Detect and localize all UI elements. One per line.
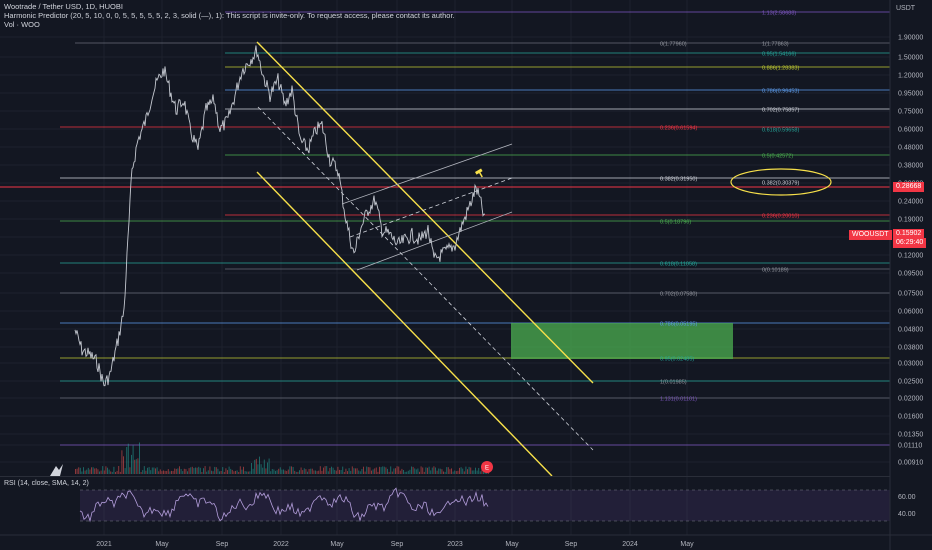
symbol-title[interactable]: Wootrade / Tether USD, 1D, HUOBI: [4, 2, 123, 11]
countdown-badge: 06:29:40: [893, 238, 927, 248]
price-series: [74, 45, 486, 387]
indicator-title[interactable]: Harmonic Predictor (20, 5, 10, 0, 0, 5, …: [4, 11, 455, 20]
fib-right-label: 1.13(2.58688): [762, 11, 796, 17]
rsi-axis-40: 40.00: [898, 511, 916, 518]
time-tick-label: May: [505, 541, 519, 548]
fib-left-label: 0.702(0.07580): [660, 292, 697, 298]
fib-right-label: 0.236(0.20010): [762, 214, 799, 220]
symbol-tag-badge: WOOUSDT: [849, 230, 892, 240]
price-tick-label: 0.03000: [898, 361, 923, 368]
fib-left-label: 0(1.77960): [660, 42, 687, 48]
svg-text:E: E: [485, 466, 489, 472]
volume-title[interactable]: Vol · WOO: [4, 20, 40, 29]
price-tick-label: 0.07500: [898, 291, 923, 298]
volume-bars: [75, 442, 489, 474]
rsi-band: [80, 490, 890, 521]
time-tick-label: 2021: [96, 541, 112, 548]
price-tick-label: 0.01110: [898, 443, 922, 450]
price-tick-label: 1.90000: [898, 35, 923, 42]
fib-right-label: 0.95(1.54166): [762, 52, 796, 58]
hammer-icon: [475, 168, 483, 178]
fib-left-label: 0.95(0.02485): [660, 357, 694, 363]
last-price-badge: 0.15902: [893, 229, 925, 239]
fib-left-label: 0.236(0.61594): [660, 126, 697, 132]
time-tick-label: 2023: [447, 541, 463, 548]
rising-channel[interactable]: [341, 143, 513, 271]
fib-left-label: 1.131(0.01101): [660, 397, 697, 403]
time-axis[interactable]: 2021 May Sep 2022 May Sep 2023 May Sep 2024 May: [96, 541, 694, 548]
time-tick-label: Sep: [391, 541, 404, 548]
descending-channel[interactable]: [256, 41, 594, 477]
fib-right-label: 0.382(0.30379): [762, 181, 799, 187]
fib-right-label: 0.886(1.28383): [762, 66, 799, 72]
fib-retracement-left[interactable]: [60, 42, 890, 446]
target-zone-box[interactable]: [511, 323, 733, 359]
earnings-icon[interactable]: E: [481, 461, 493, 473]
price-tick-label: 1.20000: [898, 73, 923, 80]
price-tick-label: 0.06000: [898, 309, 923, 316]
fib-labels: 0(1.77960) 0.236(0.61594) 0.382(0.31950) 0.…: [660, 11, 799, 403]
fib-right-label: 1(1.77863): [762, 42, 789, 48]
tradingview-logo-icon: [50, 464, 63, 476]
grid-lines: [0, 0, 890, 535]
time-tick-label: May: [680, 541, 694, 548]
rsi-series: [79, 487, 489, 523]
price-tick-label: 0.95000: [898, 91, 923, 98]
price-tick-label: 0.60000: [898, 127, 923, 134]
time-tick-label: May: [155, 541, 169, 548]
channel-midline: [257, 106, 594, 451]
price-tick-label: 1.50000: [898, 55, 923, 62]
price-tick-label: 0.12000: [898, 253, 923, 260]
fib-left-label: 0.786(0.05195): [660, 322, 697, 328]
current-price-badge: 0.28668: [893, 182, 925, 192]
price-tick-label: 0.00910: [898, 460, 923, 467]
fib-left-label: 1(0.01985): [660, 380, 687, 386]
price-tick-label: 0.04800: [898, 327, 923, 334]
rsi-separator: [0, 476, 890, 477]
time-tick-label: Sep: [216, 541, 229, 548]
price-tick-label: 0.48000: [898, 145, 923, 152]
fib-retracement-right[interactable]: [225, 11, 890, 270]
fib-left-label: 0.382(0.31950): [660, 177, 697, 183]
price-tick-label: 0.02000: [898, 396, 923, 403]
price-tick-label: 0.19000: [898, 217, 923, 224]
rsi-label: RSI (14, close, SMA, 14, 2): [4, 480, 89, 487]
price-tick-label: 0.01600: [898, 414, 923, 421]
rising-channel-midline: [349, 177, 513, 238]
fib-right-label: 0.5(0.42572): [762, 154, 793, 160]
highlight-circle[interactable]: [730, 168, 832, 196]
price-tick-label: 0.03800: [898, 345, 923, 352]
time-tick-label: May: [330, 541, 344, 548]
time-tick-label: 2022: [273, 541, 289, 548]
fib-right-label: 0.786(0.96453): [762, 89, 799, 95]
price-tick-label: 0.09500: [898, 271, 923, 278]
price-tick-label: 0.75000: [898, 109, 923, 116]
time-tick-label: 2024: [622, 541, 638, 548]
price-tick-label: 0.24000: [898, 199, 923, 206]
currency-label: USDT: [896, 5, 916, 12]
price-tick-label: 0.38000: [898, 163, 923, 170]
fib-right-label: 0(0.10189): [762, 268, 789, 274]
fib-right-label: 0.702(0.75857): [762, 108, 799, 114]
price-axis[interactable]: 1.90000 1.50000 1.20000 0.95000 0.75000 0.600…: [898, 35, 923, 467]
price-tick-label: 0.01350: [898, 432, 923, 439]
fib-right-label: 0.618(0.59658): [762, 128, 799, 134]
fib-left-label: 0.618(0.11058): [660, 262, 697, 268]
time-tick-label: Sep: [565, 541, 578, 548]
price-tick-label: 0.02500: [898, 379, 923, 386]
rsi-axis-60: 60.00: [898, 494, 916, 501]
fib-left-label: 0.5(0.18796): [660, 220, 691, 226]
